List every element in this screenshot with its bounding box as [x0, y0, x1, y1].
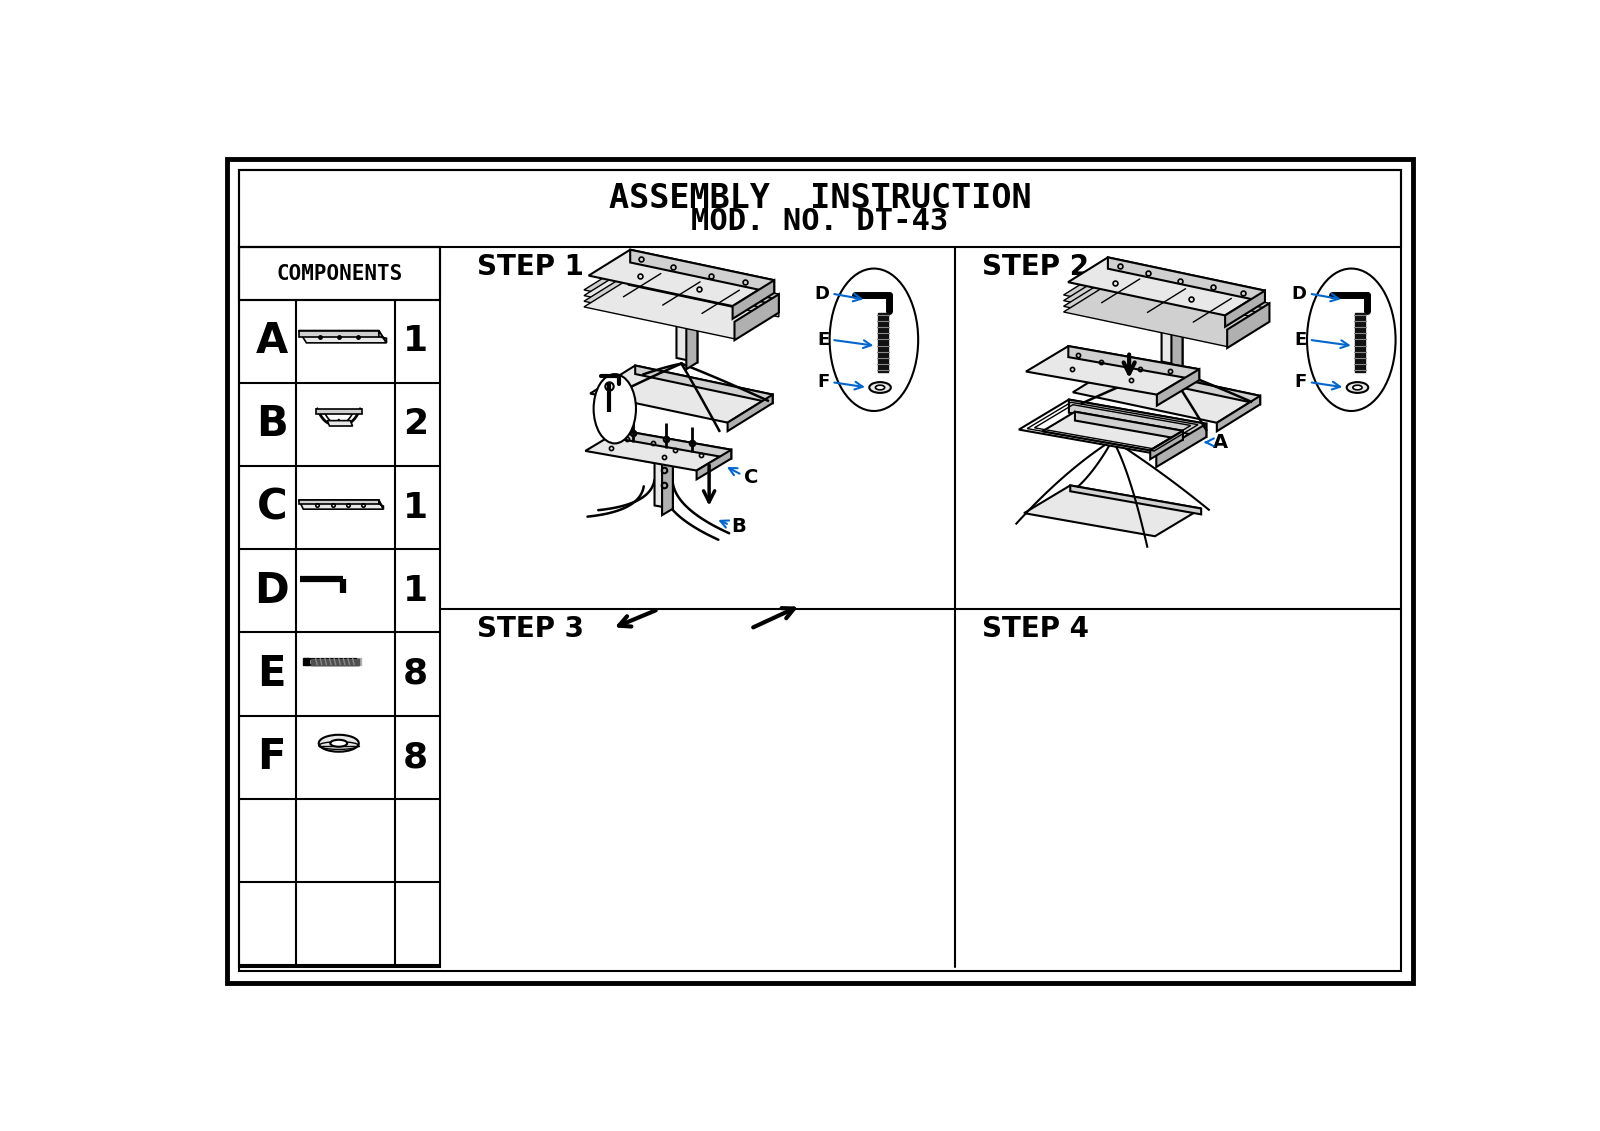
Text: A: A — [1213, 433, 1227, 451]
Polygon shape — [1026, 346, 1200, 395]
Text: 1: 1 — [403, 325, 429, 359]
Polygon shape — [1117, 365, 1261, 405]
Text: B: B — [256, 404, 288, 446]
Polygon shape — [304, 658, 309, 665]
Polygon shape — [635, 365, 773, 403]
Text: A: A — [256, 320, 288, 362]
Bar — [238, 248, 440, 300]
Text: 8: 8 — [403, 657, 429, 691]
Polygon shape — [686, 309, 698, 370]
Text: F: F — [818, 373, 829, 391]
Polygon shape — [584, 279, 779, 339]
Polygon shape — [629, 262, 779, 300]
Polygon shape — [630, 250, 774, 293]
Ellipse shape — [869, 382, 891, 392]
Text: 1: 1 — [403, 491, 429, 525]
Ellipse shape — [330, 740, 347, 746]
Polygon shape — [1069, 399, 1206, 437]
Polygon shape — [1064, 269, 1269, 329]
Text: C: C — [744, 468, 758, 486]
Text: STEP 3: STEP 3 — [477, 614, 584, 642]
Text: D: D — [254, 570, 290, 612]
Polygon shape — [1227, 303, 1269, 348]
Text: C: C — [256, 486, 286, 528]
Polygon shape — [1157, 369, 1200, 406]
Text: F: F — [1294, 373, 1307, 391]
Polygon shape — [733, 280, 774, 319]
Polygon shape — [590, 365, 773, 423]
Polygon shape — [1019, 399, 1206, 454]
Polygon shape — [326, 421, 352, 426]
Polygon shape — [619, 430, 731, 458]
Text: STEP 2: STEP 2 — [982, 252, 1088, 280]
Polygon shape — [1042, 412, 1182, 450]
Polygon shape — [1107, 258, 1266, 302]
Polygon shape — [629, 274, 779, 311]
Text: MOD. NO. DT-43: MOD. NO. DT-43 — [691, 207, 949, 236]
Polygon shape — [662, 458, 674, 516]
Polygon shape — [1070, 485, 1202, 515]
Polygon shape — [1171, 317, 1182, 373]
Text: 1: 1 — [403, 573, 429, 607]
Polygon shape — [589, 250, 774, 307]
Polygon shape — [299, 500, 379, 503]
Text: STEP 1: STEP 1 — [477, 252, 584, 280]
Polygon shape — [1069, 258, 1266, 316]
Polygon shape — [1162, 312, 1182, 366]
Polygon shape — [379, 330, 387, 343]
Polygon shape — [1064, 275, 1269, 335]
Text: COMPONENTS: COMPONENTS — [277, 264, 403, 284]
Polygon shape — [315, 409, 362, 414]
Polygon shape — [629, 279, 779, 317]
Polygon shape — [1024, 485, 1202, 536]
Ellipse shape — [1354, 386, 1362, 390]
Polygon shape — [728, 395, 773, 431]
Ellipse shape — [318, 735, 358, 752]
Text: F: F — [258, 736, 286, 778]
Polygon shape — [584, 274, 779, 334]
Polygon shape — [1074, 365, 1261, 423]
Polygon shape — [586, 430, 731, 470]
Polygon shape — [1069, 346, 1200, 380]
Text: E: E — [818, 330, 829, 348]
Polygon shape — [299, 330, 379, 337]
Polygon shape — [1157, 424, 1206, 467]
Text: ASSEMBLY  INSTRUCTION: ASSEMBLY INSTRUCTION — [608, 182, 1032, 215]
Ellipse shape — [875, 386, 885, 390]
Polygon shape — [584, 262, 779, 322]
Polygon shape — [654, 455, 674, 509]
Polygon shape — [734, 294, 779, 340]
Text: 2: 2 — [403, 407, 429, 441]
Ellipse shape — [830, 268, 918, 411]
Polygon shape — [1075, 412, 1182, 440]
Polygon shape — [696, 450, 731, 480]
Text: 8: 8 — [403, 740, 429, 774]
Polygon shape — [379, 500, 384, 509]
Text: D: D — [814, 285, 829, 303]
Text: STEP 4: STEP 4 — [982, 614, 1088, 642]
Polygon shape — [666, 305, 698, 317]
Text: E: E — [1294, 330, 1307, 348]
Ellipse shape — [594, 374, 635, 443]
Polygon shape — [1064, 280, 1269, 340]
Polygon shape — [629, 268, 779, 305]
Polygon shape — [677, 305, 698, 362]
Text: D: D — [1291, 285, 1307, 303]
Polygon shape — [1064, 286, 1269, 346]
Polygon shape — [299, 500, 384, 509]
Ellipse shape — [1307, 268, 1395, 411]
Polygon shape — [1218, 396, 1261, 431]
Polygon shape — [1150, 431, 1182, 459]
Polygon shape — [1226, 291, 1266, 327]
Polygon shape — [643, 455, 674, 464]
Bar — [238, 248, 440, 967]
Polygon shape — [299, 330, 387, 343]
Ellipse shape — [1347, 382, 1368, 392]
Text: B: B — [731, 517, 746, 536]
Bar — [238, 171, 1402, 248]
Polygon shape — [584, 268, 779, 328]
Text: E: E — [258, 653, 286, 694]
Polygon shape — [1150, 312, 1182, 323]
